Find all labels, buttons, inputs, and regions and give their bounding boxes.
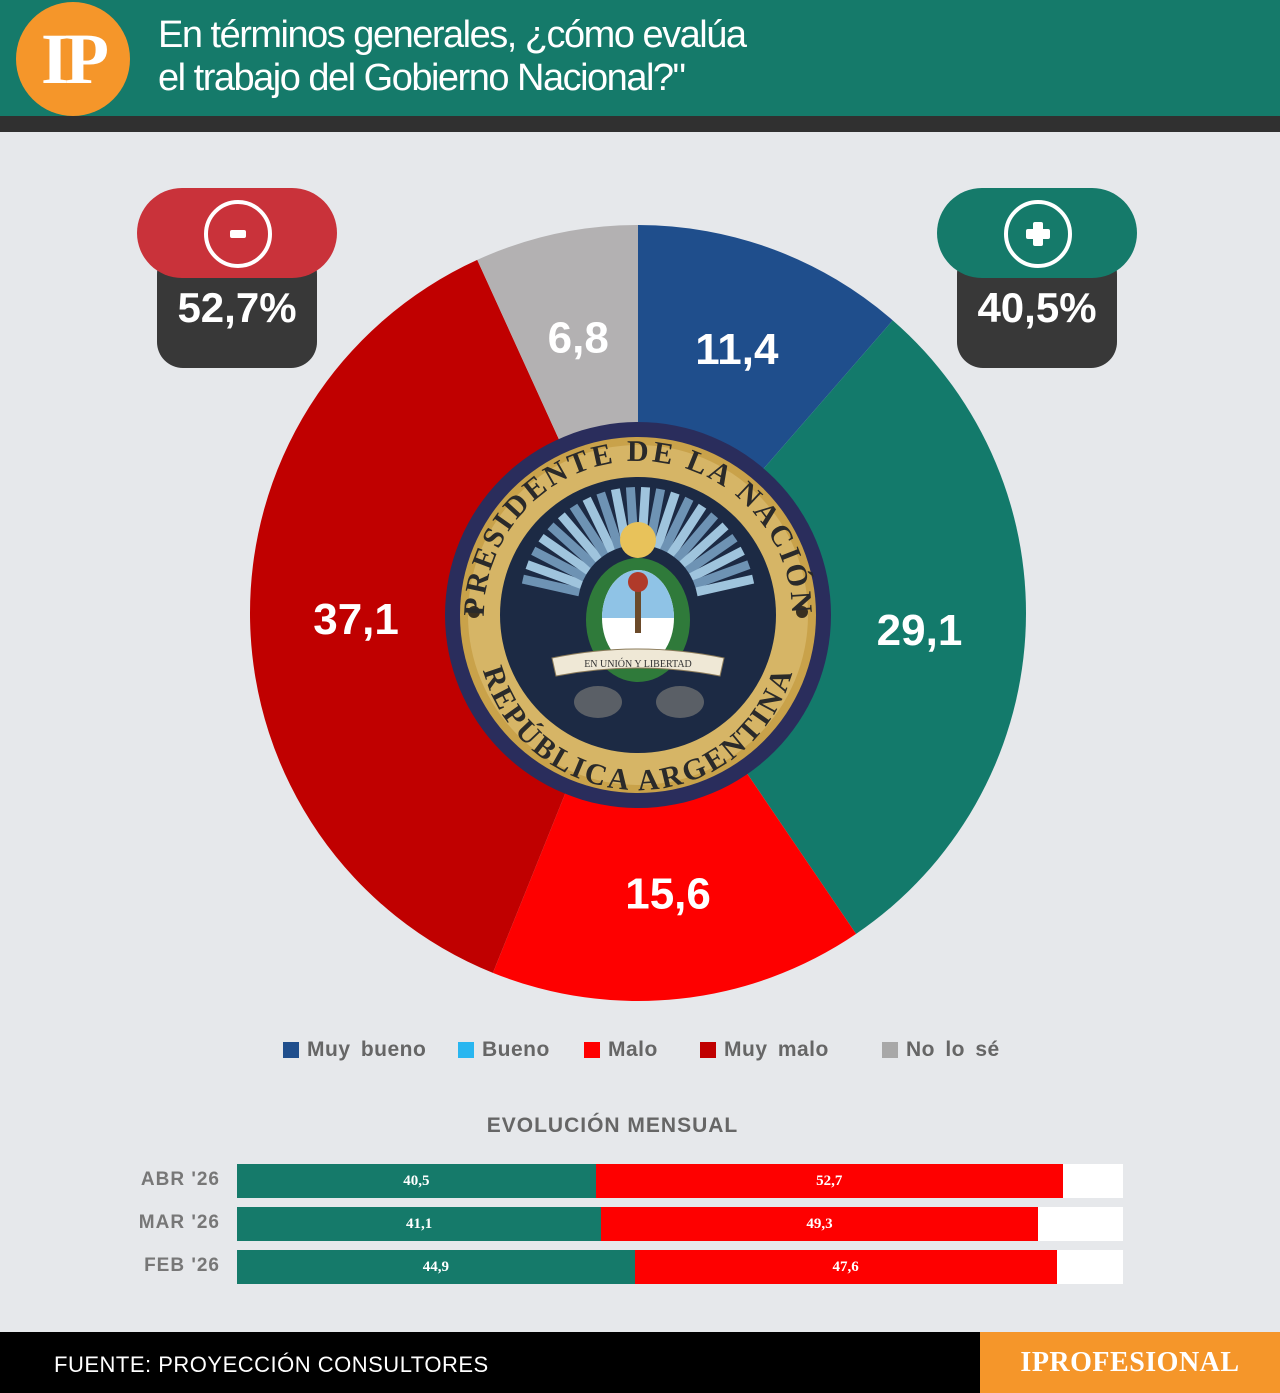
evolution-positive-value: 40,5 — [403, 1173, 430, 1189]
evolution-positive-bar — [237, 1250, 635, 1284]
presidential-seal-icon: PRESIDENTE DE LA NACIÓN REPÚBLICA ARGENT… — [445, 422, 831, 808]
header-banner — [0, 0, 1280, 116]
pie-slice-label: 29,1 — [877, 606, 963, 655]
sun-icon — [620, 522, 656, 558]
evolution-month-label: MAR '26 — [138, 1212, 220, 1233]
seal-flag-ray — [596, 491, 624, 550]
evolution-row: MAR '26 41,1 49,3 — [0, 1207, 1280, 1241]
evolution-negative-bar — [595, 1164, 1063, 1198]
evolution-bar: 41,1 49,3 — [237, 1207, 1123, 1241]
footer-brand-logo: IPROFESIONAL — [980, 1332, 1280, 1393]
evolution-title: EVOLUCIÓN MENSUAL — [486, 1114, 739, 1137]
plus-icon — [1004, 200, 1072, 268]
seal-flag-ray — [652, 491, 680, 550]
legend-swatch — [584, 1042, 600, 1058]
seal-flag-ray — [660, 496, 694, 553]
page-title: En términos generales, ¿cómo evalúa el t… — [158, 14, 747, 100]
evolution-bar: 44,9 47,6 — [237, 1250, 1123, 1284]
motto-ribbon — [551, 648, 725, 677]
seal-flag-ray — [695, 574, 755, 597]
legend-swatch — [458, 1042, 474, 1058]
legend-label: No lo sé — [906, 1038, 1000, 1061]
legend-label: Malo — [608, 1038, 658, 1061]
phrygian-cap-icon — [628, 572, 648, 592]
seal-flag-ray — [692, 560, 751, 589]
evolution-negative-value: 47,6 — [832, 1259, 859, 1275]
pike-icon — [635, 578, 641, 633]
cannon-right-icon — [656, 686, 704, 718]
evolution-negative-bar — [634, 1250, 1057, 1284]
seal-dot-right — [796, 606, 808, 618]
evolution-month-label: ABR '26 — [140, 1169, 220, 1190]
plus-bar-v — [1033, 222, 1043, 246]
seal-flag-ray — [569, 503, 609, 558]
minus-bar — [230, 230, 246, 238]
seal-flag-ray — [531, 546, 587, 582]
seal-flag-ray — [547, 522, 597, 569]
seal-flag-ray — [684, 534, 738, 575]
evolution-positive-value: 41,1 — [405, 1216, 433, 1232]
pie-slice-malo — [492, 613, 857, 1001]
chart-legend: Muy bueno Bueno Malo Muy malo No lo sé — [283, 1038, 1043, 1066]
ip-logo: IP — [16, 2, 130, 116]
footer-source: FUENTE: PROYECCIÓN CONSULTORES — [54, 1352, 489, 1377]
minus-icon — [204, 200, 272, 268]
seal-flag-ray — [525, 560, 584, 589]
pie-slice-label: 15,6 — [625, 869, 711, 918]
evolution-row: ABR '26 40,5 52,7 — [0, 1164, 1280, 1198]
cannon-left-icon — [574, 686, 622, 718]
header: IP En términos generales, ¿cómo evalúa e… — [0, 0, 1280, 132]
pie-slice-label: 6,8 — [548, 313, 609, 362]
pie-slice-bueno — [638, 320, 1026, 934]
pie-slice-label: 37,1 — [313, 595, 399, 644]
evolution-negative-value: 49,3 — [806, 1216, 833, 1232]
seal-motto: EN UNIÓN Y LIBERTAD — [584, 658, 692, 670]
seal-flag-ray — [538, 534, 592, 575]
legend-label: Muy bueno — [307, 1038, 427, 1061]
evolution-bar: 40,5 52,7 — [237, 1164, 1123, 1198]
seal-rays — [521, 486, 755, 597]
pie-slice-muy-malo — [250, 259, 638, 973]
evolution-negative-bar — [601, 1207, 1038, 1241]
evolution-positive-value: 44,9 — [422, 1259, 450, 1275]
evolution-negative-value: 52,7 — [816, 1173, 843, 1189]
pie-slice-label: 11,4 — [695, 325, 779, 374]
seal-flag-ray — [667, 503, 707, 558]
evolution-row: FEB '26 44,9 47,6 — [0, 1250, 1280, 1284]
positive-total-value: 40,5% — [977, 284, 1097, 331]
seal-flag-ray — [582, 496, 616, 553]
evolution-month-label: FEB '26 — [144, 1255, 220, 1276]
legend-label: Bueno — [482, 1038, 550, 1061]
title-line-1: En términos generales, ¿cómo evalúa — [158, 14, 747, 56]
negative-total-value: 52,7% — [177, 284, 297, 331]
evolution-positive-bar — [237, 1164, 596, 1198]
legend-swatch — [283, 1042, 299, 1058]
title-line-2: el trabajo del Gobierno Nacional?" — [158, 57, 686, 99]
legend-label: Muy malo — [724, 1038, 829, 1061]
seal-flag-ray — [521, 574, 581, 597]
seal-flag-ray — [689, 546, 745, 582]
seal-flag-ray — [673, 512, 719, 563]
seal-flag-ray — [679, 522, 729, 569]
evolution-positive-bar — [237, 1207, 602, 1241]
seal-flag-ray — [557, 512, 603, 563]
legend-swatch — [882, 1042, 898, 1058]
seal-dot-left — [468, 606, 480, 618]
legend-swatch — [700, 1042, 716, 1058]
